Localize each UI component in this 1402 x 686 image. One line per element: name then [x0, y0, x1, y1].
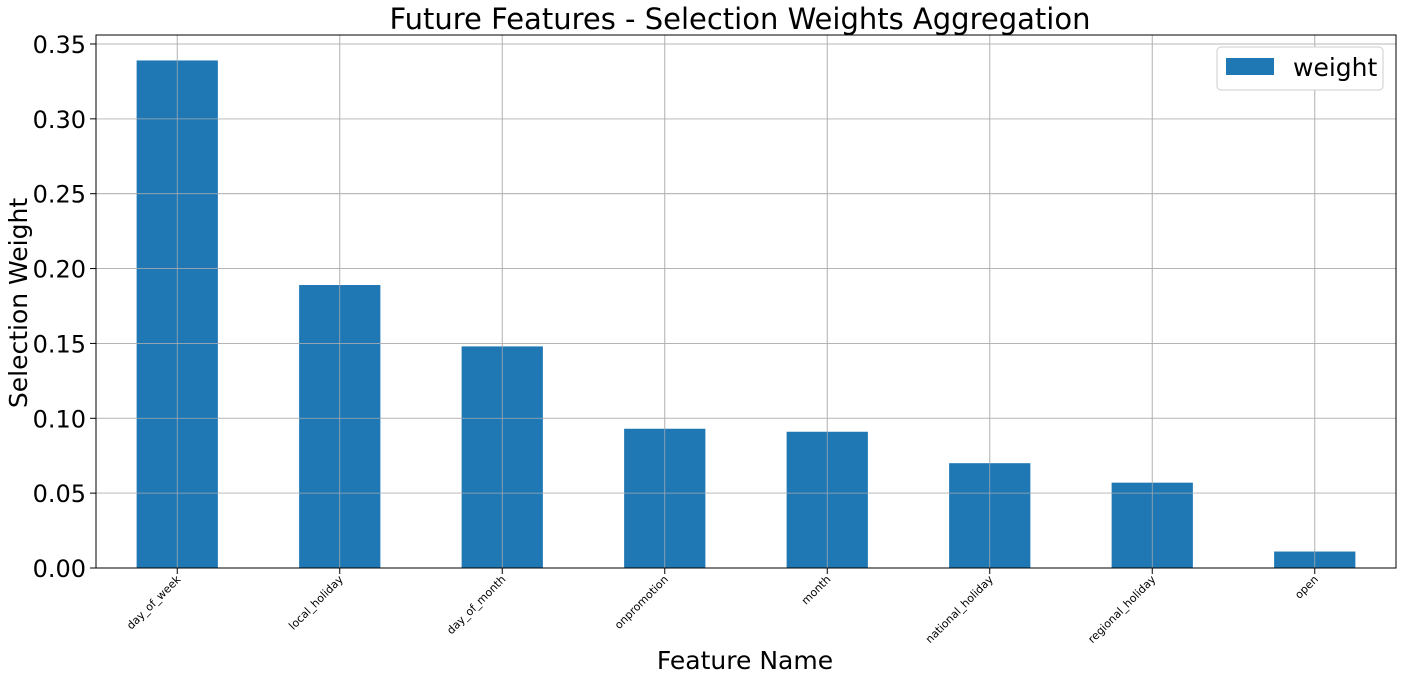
legend-label-weight: weight: [1293, 53, 1377, 82]
y-tick-label: 0.05: [33, 480, 86, 508]
y-tick-label: 0.15: [33, 330, 86, 358]
y-tick-label: 0.00: [33, 555, 86, 583]
y-tick-label: 0.10: [33, 405, 86, 433]
x-axis-label: Feature Name: [657, 646, 833, 675]
y-tick-label: 0.30: [33, 106, 86, 134]
y-tick-label: 0.35: [33, 31, 86, 59]
legend-swatch-weight: [1226, 58, 1274, 75]
y-tick-label: 0.25: [33, 181, 86, 209]
legend-frame: [1216, 46, 1384, 91]
bars: [96, 35, 1396, 569]
y-axis-label: Selection Weight: [4, 198, 33, 408]
y-tick-label: 0.20: [33, 256, 86, 284]
chart-title: Future Features - Selection Weights Aggr…: [390, 2, 1091, 36]
legend: weight: [1216, 46, 1384, 91]
plot-frame: [95, 34, 1397, 569]
